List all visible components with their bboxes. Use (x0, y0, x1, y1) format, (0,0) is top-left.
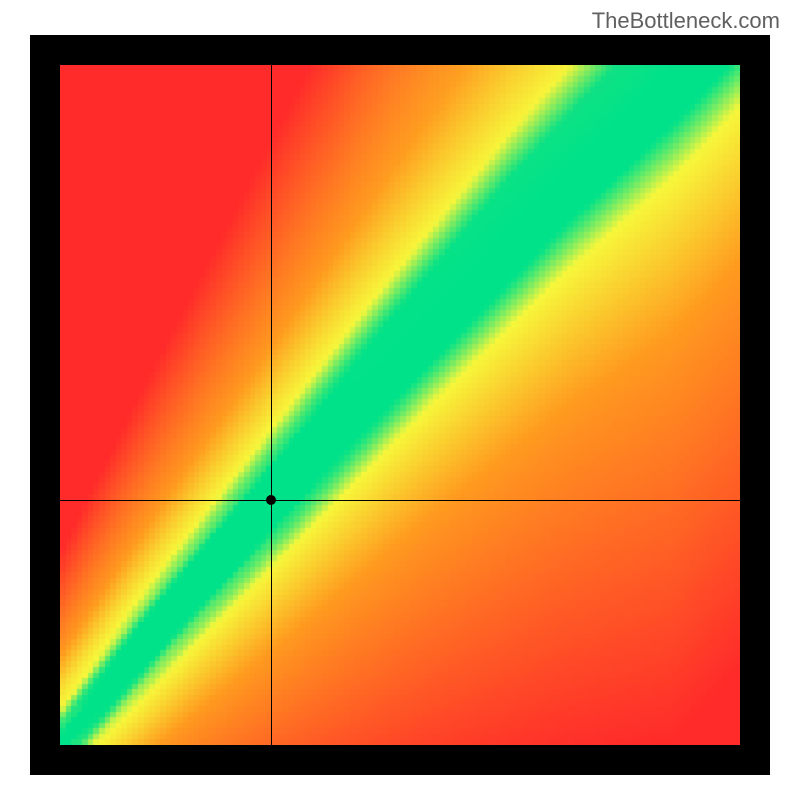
crosshair-vertical (271, 65, 272, 745)
chart-frame (30, 35, 770, 775)
watermark-text: TheBottleneck.com (592, 8, 780, 34)
plot-area (60, 65, 740, 745)
heatmap-canvas (60, 65, 740, 745)
marker-dot (266, 495, 276, 505)
chart-container: TheBottleneck.com (0, 0, 800, 800)
crosshair-horizontal (60, 500, 740, 501)
